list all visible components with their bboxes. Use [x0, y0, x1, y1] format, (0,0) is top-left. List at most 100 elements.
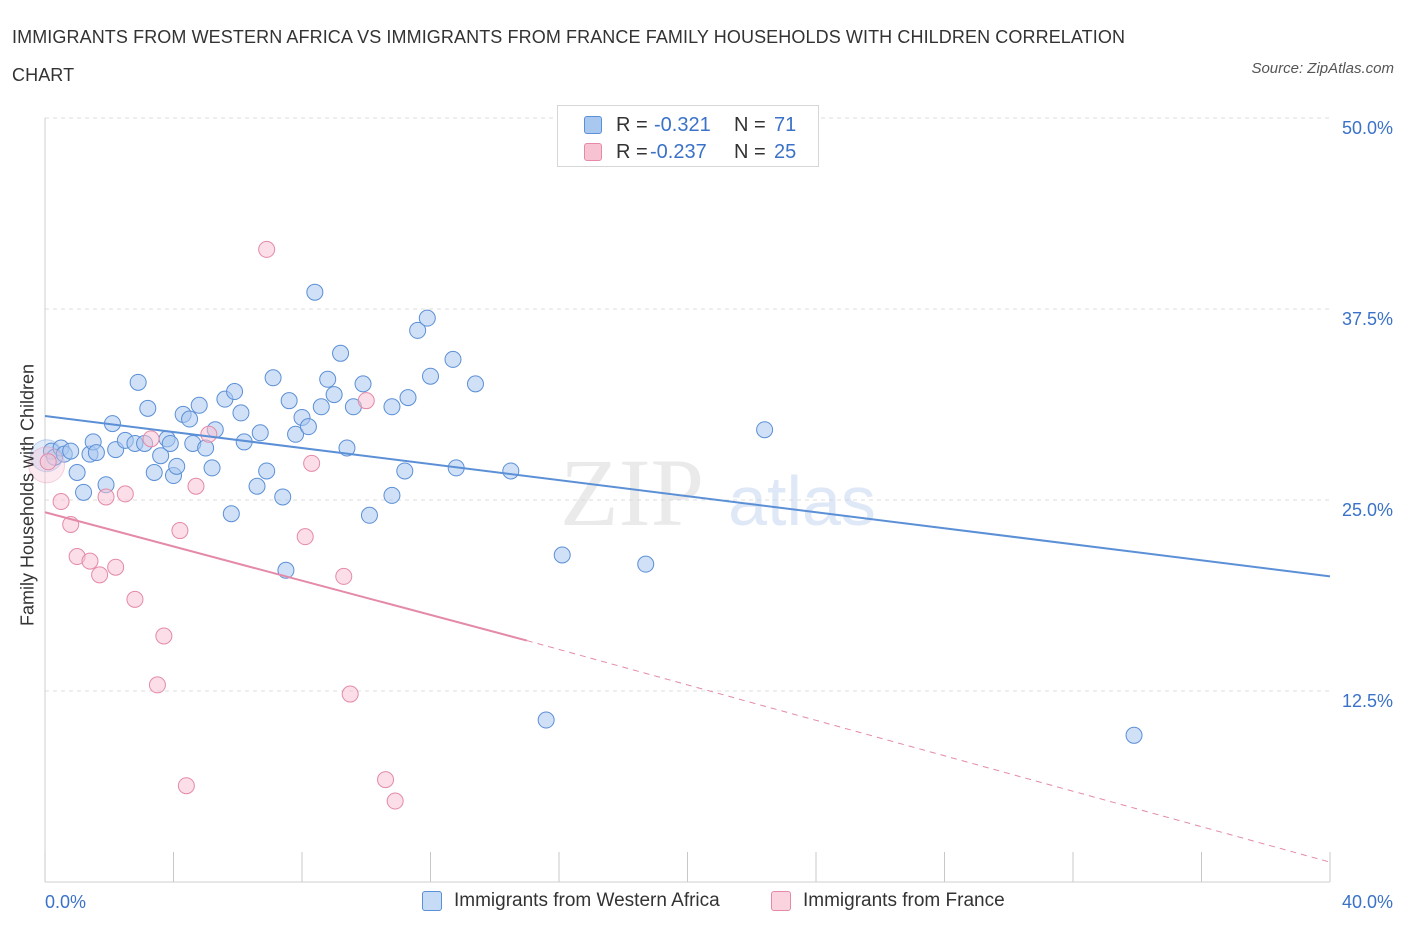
data-point	[306, 283, 324, 301]
data-point	[277, 561, 295, 579]
data-point	[354, 375, 372, 393]
data-point	[383, 486, 401, 504]
axes	[44, 118, 1331, 883]
data-point	[399, 389, 417, 407]
data-point	[168, 457, 186, 475]
data-point	[126, 590, 144, 608]
watermark-zip: ZIP	[560, 439, 704, 546]
data-point	[296, 528, 314, 546]
legend-r-value: -0.321	[654, 114, 711, 136]
chart-source: Source: ZipAtlas.com	[1251, 60, 1394, 77]
data-point	[251, 424, 269, 442]
data-point	[97, 488, 115, 506]
legend-r-value: -0.237	[650, 141, 707, 163]
data-point	[177, 777, 195, 795]
data-point	[383, 398, 401, 416]
data-point	[203, 459, 221, 477]
data-point	[171, 522, 189, 540]
data-point	[91, 566, 109, 584]
chart-title: IMMIGRANTS FROM WESTERN AFRICA VS IMMIGR…	[12, 27, 1126, 85]
data-point	[553, 546, 571, 564]
data-point	[190, 396, 208, 414]
data-point	[248, 477, 266, 495]
data-point	[142, 430, 160, 448]
data-point	[319, 370, 337, 388]
data-point	[332, 344, 350, 362]
data-point	[152, 447, 170, 465]
data-point	[107, 558, 125, 576]
data-point	[264, 369, 282, 387]
data-point	[299, 418, 317, 436]
data-point	[81, 552, 99, 570]
data-point	[258, 462, 276, 480]
data-point	[537, 711, 555, 729]
data-point	[116, 485, 134, 503]
data-point	[303, 454, 321, 472]
bottom-legend-label-france: Immigrants from France	[803, 890, 1005, 911]
bottom-legend-swatch-western-africa	[422, 891, 442, 911]
x-tick-label: 40.0%	[1342, 892, 1393, 912]
y-tick-label: 37.5%	[1342, 309, 1393, 329]
data-point	[129, 373, 147, 391]
y-axis-label: Family Households with Children	[17, 363, 38, 627]
legend-n-label: N =	[734, 141, 766, 163]
data-point	[258, 240, 276, 258]
data-point	[1125, 726, 1143, 744]
data-point	[325, 386, 343, 404]
watermark-atlas: atlas	[728, 462, 876, 540]
data-point	[200, 425, 218, 443]
data-point	[422, 367, 439, 385]
data-point	[312, 398, 330, 416]
data-point	[68, 463, 86, 481]
trend-line-extension	[526, 640, 1331, 863]
data-point	[341, 685, 359, 703]
grid-lines	[45, 117, 1330, 692]
trend-line	[44, 511, 528, 642]
legend-swatch-france	[584, 143, 602, 161]
data-point	[187, 477, 205, 495]
watermark: ZIP atlas	[560, 439, 876, 546]
x-tick-label: 0.0%	[45, 892, 86, 912]
data-point	[335, 567, 353, 585]
data-point	[62, 442, 80, 460]
data-point	[444, 350, 462, 368]
data-point	[502, 462, 520, 480]
trend-line	[44, 414, 1331, 578]
legend-n-label: N =	[734, 114, 766, 136]
data-point	[222, 505, 240, 523]
legend-n-value: 25	[774, 141, 797, 163]
data-point	[287, 425, 305, 443]
trend-lines	[44, 414, 1331, 863]
data-point	[396, 462, 414, 480]
bottom-legend-label-western-africa: Immigrants from Western Africa	[454, 890, 720, 911]
data-point	[155, 627, 173, 645]
data-point	[232, 404, 250, 422]
data-point	[357, 392, 375, 410]
data-point	[637, 555, 655, 573]
data-point	[161, 434, 179, 452]
legend-n-value: 71	[774, 114, 797, 136]
data-point	[338, 439, 356, 457]
data-point	[75, 483, 93, 501]
data-point	[360, 506, 378, 524]
data-point	[145, 463, 163, 481]
data-point	[52, 493, 70, 511]
data-point	[418, 309, 436, 327]
tick-labels: 12.5% 25.0% 37.5% 50.0% 0.0% 40.0%	[45, 118, 1393, 912]
correlation-legend: R = -0.321 N = 71 R = -0.237 N = 25	[557, 105, 819, 167]
data-point	[87, 444, 105, 462]
legend-swatch-western-africa	[584, 116, 602, 134]
data-point	[139, 399, 157, 417]
bottom-legend-swatch-france	[771, 891, 791, 911]
data-point	[386, 792, 404, 810]
data-points	[28, 240, 1143, 810]
data-point	[377, 771, 395, 789]
data-point	[466, 375, 484, 393]
data-point	[274, 488, 292, 506]
data-point	[409, 321, 427, 339]
data-point	[39, 453, 57, 471]
y-tick-label: 12.5%	[1342, 691, 1393, 711]
data-point	[226, 383, 244, 401]
y-tick-label: 50.0%	[1342, 118, 1393, 138]
data-point	[181, 410, 199, 428]
